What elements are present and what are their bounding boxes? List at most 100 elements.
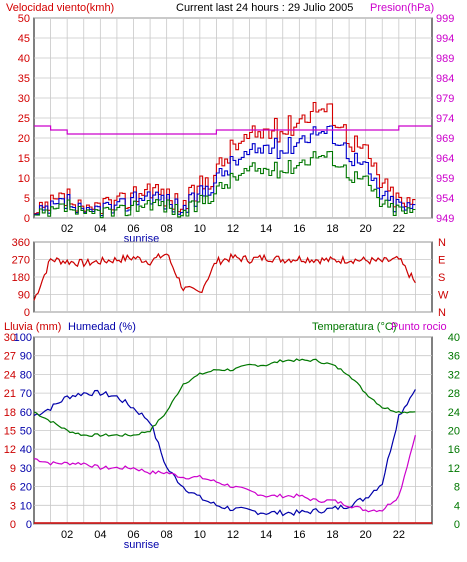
rain-y-tick-label: 6 <box>10 482 16 494</box>
x-tick-label: 04 <box>94 223 106 235</box>
x-tick-label: 08 <box>161 529 173 541</box>
pressure-y-tick-label: 999 <box>436 13 454 25</box>
x-tick-label: 18 <box>326 529 338 541</box>
humidity-y-tick-label: 80 <box>20 369 32 381</box>
wind-y-tick-label: 20 <box>18 133 30 145</box>
x-tick-label: 10 <box>194 529 206 541</box>
wind-pressure-panel: 0 5 10 15 20 25 30 35 40 45 50 949 954 959 964 969 974 97… <box>18 13 455 245</box>
dewpoint-title: Punto rocio <box>391 321 447 333</box>
wind-y-tick-label: 40 <box>18 53 30 65</box>
pressure-y-tick-label: 984 <box>436 73 454 85</box>
direction-y-tick-label: 0 <box>24 307 30 319</box>
direction-y-tick-label: 180 <box>12 272 30 284</box>
compass-tick-label: W <box>438 290 449 302</box>
wind-speed-series <box>34 101 416 215</box>
pressure-y-tick-label: 949 <box>436 213 454 225</box>
rain-y-tick-label: 21 <box>4 388 16 400</box>
pressure-y-tick-label: 994 <box>436 33 454 45</box>
temperature-series <box>33 358 416 438</box>
temperature-y-tick-label: 16 <box>448 444 460 456</box>
temperature-y-tick-label: 32 <box>448 369 460 381</box>
rain-title: Lluvia (mm) <box>4 321 61 333</box>
compass-tick-label: N <box>438 237 446 249</box>
temperature-y-tick-label: 12 <box>448 463 460 475</box>
wind-speed-title: Velocidad viento(kmh) <box>6 2 114 14</box>
sunrise-label: sunrise <box>124 539 159 551</box>
humidity-series <box>33 389 416 517</box>
dewpoint-series <box>33 435 416 513</box>
temperature-y-tick-label: 8 <box>454 482 460 494</box>
pressure-series <box>34 125 432 135</box>
temperature-y-tick-label: 4 <box>454 500 460 512</box>
x-tick-label: 20 <box>360 529 372 541</box>
humidity-y-tick-label: 10 <box>20 500 32 512</box>
x-tick-label: 12 <box>227 529 239 541</box>
x-tick-label: 20 <box>360 223 372 235</box>
direction-y-tick-label: 360 <box>12 237 30 249</box>
compass-tick-label: N <box>438 307 446 319</box>
x-tick-label: 08 <box>161 223 173 235</box>
x-tick-label: 16 <box>293 223 305 235</box>
x-tick-label: 06 <box>127 223 139 235</box>
wind-gust-series <box>34 125 416 217</box>
rain-y-tick-label: 18 <box>4 407 16 419</box>
temperature-y-tick-label: 40 <box>448 332 460 344</box>
x-tick-label: 06 <box>127 529 139 541</box>
pressure-y-tick-label: 964 <box>436 153 454 165</box>
x-tick-label: 12 <box>227 223 239 235</box>
humidity-y-tick-label: 20 <box>20 482 32 494</box>
wind-y-tick-label: 50 <box>18 13 30 25</box>
x-tick-label: 18 <box>326 223 338 235</box>
humidity-y-tick-label: 70 <box>20 388 32 400</box>
pressure-y-tick-label: 969 <box>436 133 454 145</box>
pressure-title: Presion(hPa) <box>370 2 434 14</box>
humidity-y-tick-label: 0 <box>26 519 32 531</box>
x-tick-label: 14 <box>260 223 272 235</box>
temperature-title: Temperatura (°C) <box>312 321 396 333</box>
pressure-y-tick-label: 989 <box>436 53 454 65</box>
rain-y-tick-label: 9 <box>10 463 16 475</box>
humidity-title: Humedad (%) <box>68 321 136 333</box>
humidity-y-tick-label: 100 <box>14 332 32 344</box>
rain-y-tick-label: 30 <box>4 332 16 344</box>
humidity-y-tick-label: 50 <box>20 426 32 438</box>
wind-y-tick-label: 5 <box>24 193 30 205</box>
rain-y-tick-label: 24 <box>4 369 16 381</box>
x-tick-label: 22 <box>393 223 405 235</box>
temperature-y-tick-label: 28 <box>448 388 460 400</box>
temperature-y-tick-label: 20 <box>448 426 460 438</box>
wind-y-tick-label: 10 <box>18 173 30 185</box>
x-tick-label: 16 <box>293 529 305 541</box>
x-tick-label: 04 <box>94 529 106 541</box>
wind-y-tick-label: 0 <box>24 213 30 225</box>
wind-y-tick-label: 35 <box>18 73 30 85</box>
pressure-y-tick-label: 959 <box>436 173 454 185</box>
direction-y-tick-label: 90 <box>18 290 30 302</box>
pressure-y-tick-label: 979 <box>436 93 454 105</box>
x-tick-label: 10 <box>194 223 206 235</box>
pressure-y-tick-label: 954 <box>436 193 454 205</box>
rain-y-tick-label: 0 <box>10 519 16 531</box>
wind-direction-series <box>33 252 416 301</box>
temperature-y-tick-label: 0 <box>454 519 460 531</box>
direction-y-tick-label: 270 <box>12 255 30 267</box>
compass-tick-label: S <box>438 272 445 284</box>
humidity-y-tick-label: 90 <box>20 351 32 363</box>
temperature-y-tick-label: 24 <box>448 407 460 419</box>
compass-tick-label: E <box>438 255 445 267</box>
wind-avg-series <box>34 150 416 219</box>
pressure-y-tick-label: 974 <box>436 113 454 125</box>
x-tick-label: 14 <box>260 529 272 541</box>
wind-y-tick-label: 15 <box>18 153 30 165</box>
rain-y-tick-label: 27 <box>4 351 16 363</box>
wind-y-tick-label: 30 <box>18 93 30 105</box>
humidity-y-tick-label: 30 <box>20 463 32 475</box>
chart-title: Current last 24 hours : 29 Julio 2005 <box>176 2 353 14</box>
humidity-y-tick-label: 40 <box>20 444 32 456</box>
x-tick-label: 22 <box>393 529 405 541</box>
humidity-temperature-panel: 0369121518212427300102030405060708090100… <box>4 332 460 551</box>
x-tick-label: 02 <box>61 223 73 235</box>
wind-y-tick-label: 25 <box>18 113 30 125</box>
